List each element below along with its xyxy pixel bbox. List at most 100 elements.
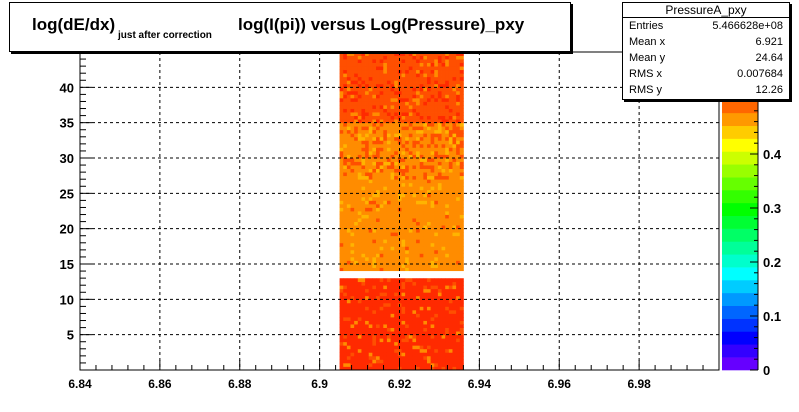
heatmap-cell	[361, 221, 366, 226]
heatmap-cell	[445, 327, 450, 332]
heatmap-cell	[357, 317, 362, 321]
heatmap-cell	[368, 366, 373, 371]
heatmap-cell	[401, 306, 406, 311]
heatmap-cell	[423, 189, 428, 194]
heatmap-cell	[448, 129, 453, 134]
heatmap-cell	[339, 168, 344, 173]
heatmap-cell	[401, 352, 406, 357]
heatmap-cell	[368, 97, 373, 102]
heatmap-cell	[419, 154, 424, 159]
heatmap-cell	[434, 105, 439, 109]
heatmap-cell	[419, 66, 424, 71]
heatmap-cell	[343, 228, 348, 233]
heatmap-cell	[394, 362, 399, 367]
heatmap-cell	[459, 264, 464, 268]
heatmap-cell	[401, 80, 406, 85]
heatmap-cell	[419, 112, 424, 116]
heatmap-cell	[408, 359, 413, 364]
heatmap-cell	[376, 90, 381, 95]
heatmap-cell	[368, 122, 373, 127]
heatmap-cell	[441, 288, 446, 293]
heatmap-cell	[357, 101, 362, 106]
heatmap-cell	[390, 242, 395, 247]
heatmap-cell	[437, 66, 442, 71]
heatmap-cell	[368, 253, 373, 258]
heatmap-cell	[423, 76, 428, 81]
heatmap-cell	[346, 317, 351, 321]
heatmap-cell	[456, 55, 461, 60]
heatmap-cell	[357, 334, 362, 339]
heatmap-cell	[379, 147, 384, 152]
x-tick-label: 6.96	[548, 377, 572, 391]
heatmap-cell	[401, 186, 406, 191]
heatmap-cell	[372, 108, 377, 113]
heatmap-cell	[365, 112, 370, 116]
heatmap-cell	[346, 161, 351, 166]
heatmap-cell	[354, 80, 359, 85]
heatmap-cell	[379, 69, 384, 74]
heatmap-cell	[346, 112, 351, 116]
heatmap-cell	[426, 306, 432, 311]
heatmap-cell	[357, 193, 362, 198]
heatmap-cell	[390, 73, 395, 78]
heatmap-cell	[459, 133, 464, 138]
heatmap-cell	[452, 362, 457, 367]
heatmap-cell	[452, 126, 457, 131]
heatmap-cell	[350, 228, 355, 233]
heatmap-cell	[346, 105, 351, 109]
heatmap-cell	[412, 147, 417, 152]
heatmap-cell	[405, 122, 410, 127]
heatmap-cell	[376, 62, 381, 67]
heatmap-cell	[394, 126, 399, 131]
heatmap-cell	[441, 264, 446, 268]
heatmap-cell	[368, 186, 373, 191]
heatmap-cell	[376, 242, 381, 247]
heatmap-cell	[456, 76, 461, 81]
heatmap-cell	[386, 76, 391, 81]
heatmap-cell	[430, 193, 435, 198]
heatmap-cell	[445, 119, 450, 124]
heatmap-cell	[405, 228, 410, 233]
heatmap-cell	[394, 73, 399, 78]
heatmap-cell	[397, 55, 402, 60]
heatmap-cell	[343, 143, 348, 148]
heatmap-cell	[430, 179, 435, 184]
heatmap-cell	[379, 55, 384, 60]
heatmap-cell	[376, 59, 381, 63]
heatmap-cell	[379, 101, 384, 106]
heatmap-cell	[354, 341, 359, 346]
heatmap-cell	[426, 264, 432, 268]
heatmap-cell	[372, 140, 377, 145]
heatmap-cell	[376, 211, 381, 215]
heatmap-cell	[354, 147, 359, 152]
heatmap-cell	[350, 359, 355, 364]
heatmap-cell	[368, 218, 373, 222]
heatmap-cell	[350, 264, 355, 268]
heatmap-cell	[365, 211, 370, 215]
heatmap-cell	[376, 341, 381, 346]
heatmap-cell	[383, 66, 388, 71]
heatmap-cell	[441, 341, 446, 346]
heatmap-cell	[365, 288, 370, 293]
heatmap-cell	[456, 292, 461, 297]
heatmap-cell	[390, 235, 395, 240]
heatmap-cell	[343, 214, 348, 219]
heatmap-cell	[350, 345, 355, 350]
heatmap-cell	[357, 313, 362, 318]
heatmap-cell	[426, 366, 432, 371]
heatmap-cell	[368, 292, 373, 297]
heatmap-cell	[343, 108, 348, 113]
heatmap-cell	[430, 341, 435, 346]
heatmap-cell	[372, 317, 377, 321]
heatmap-cell	[441, 193, 446, 198]
heatmap-cell	[430, 140, 435, 145]
heatmap-cell	[397, 211, 402, 215]
heatmap-cell	[397, 126, 402, 131]
heatmap-cell	[343, 218, 348, 222]
heatmap-cell	[376, 299, 381, 304]
heatmap-cell	[394, 278, 399, 283]
heatmap-cell	[441, 302, 446, 307]
heatmap-cell	[405, 288, 410, 293]
heatmap-cell	[361, 334, 366, 339]
heatmap-cell	[416, 352, 421, 357]
